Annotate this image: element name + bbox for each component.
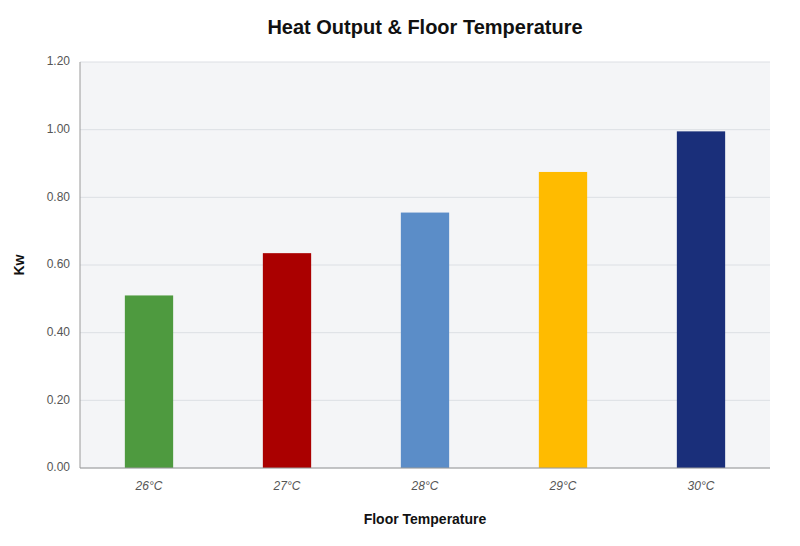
- y-tick-label: 0.40: [47, 325, 71, 339]
- y-axis-label: Kw: [11, 254, 27, 275]
- chart-svg: 0.00 0.20 0.40 0.60 0.80 1.00 1.20 26°C 27°C 28°C…: [0, 0, 800, 546]
- bar: [677, 131, 725, 468]
- x-tick-label: 26°C: [135, 479, 163, 493]
- bar: [263, 253, 311, 468]
- x-tick-label: 30°C: [688, 479, 715, 493]
- bars: [125, 131, 725, 468]
- bar: [125, 295, 173, 468]
- plot-background: [80, 62, 770, 468]
- y-tick-label: 1.00: [47, 122, 71, 136]
- x-axis: 26°C 27°C 28°C 29°C 30°C: [135, 479, 715, 493]
- bar: [401, 213, 449, 468]
- chart-title: Heat Output & Floor Temperature: [267, 16, 582, 38]
- grid-line: [80, 197, 770, 198]
- x-tick-label: 28°C: [411, 479, 439, 493]
- y-tick-label: 0.20: [47, 393, 71, 407]
- chart-container: 0.00 0.20 0.40 0.60 0.80 1.00 1.20 26°C 27°C 28°C…: [0, 0, 800, 546]
- y-tick-label: 0.00: [47, 460, 71, 474]
- y-tick-label: 0.60: [47, 257, 71, 271]
- y-axis: 0.00 0.20 0.40 0.60 0.80 1.00 1.20: [47, 54, 71, 474]
- y-tick-label: 1.20: [47, 54, 71, 68]
- grid-line: [80, 129, 770, 130]
- x-tick-label: 29°C: [549, 479, 577, 493]
- grid-line: [80, 62, 770, 63]
- x-axis-label: Floor Temperature: [364, 511, 487, 527]
- grid-line: [80, 468, 770, 469]
- page: {"chart_data": {"type": "bar", "title": …: [0, 0, 800, 546]
- y-tick-label: 0.80: [47, 190, 71, 204]
- grid: [80, 62, 770, 468]
- y-axis-line: [80, 62, 81, 468]
- x-axis-line: [80, 468, 770, 469]
- bar: [539, 172, 587, 468]
- x-tick-label: 27°C: [273, 479, 301, 493]
